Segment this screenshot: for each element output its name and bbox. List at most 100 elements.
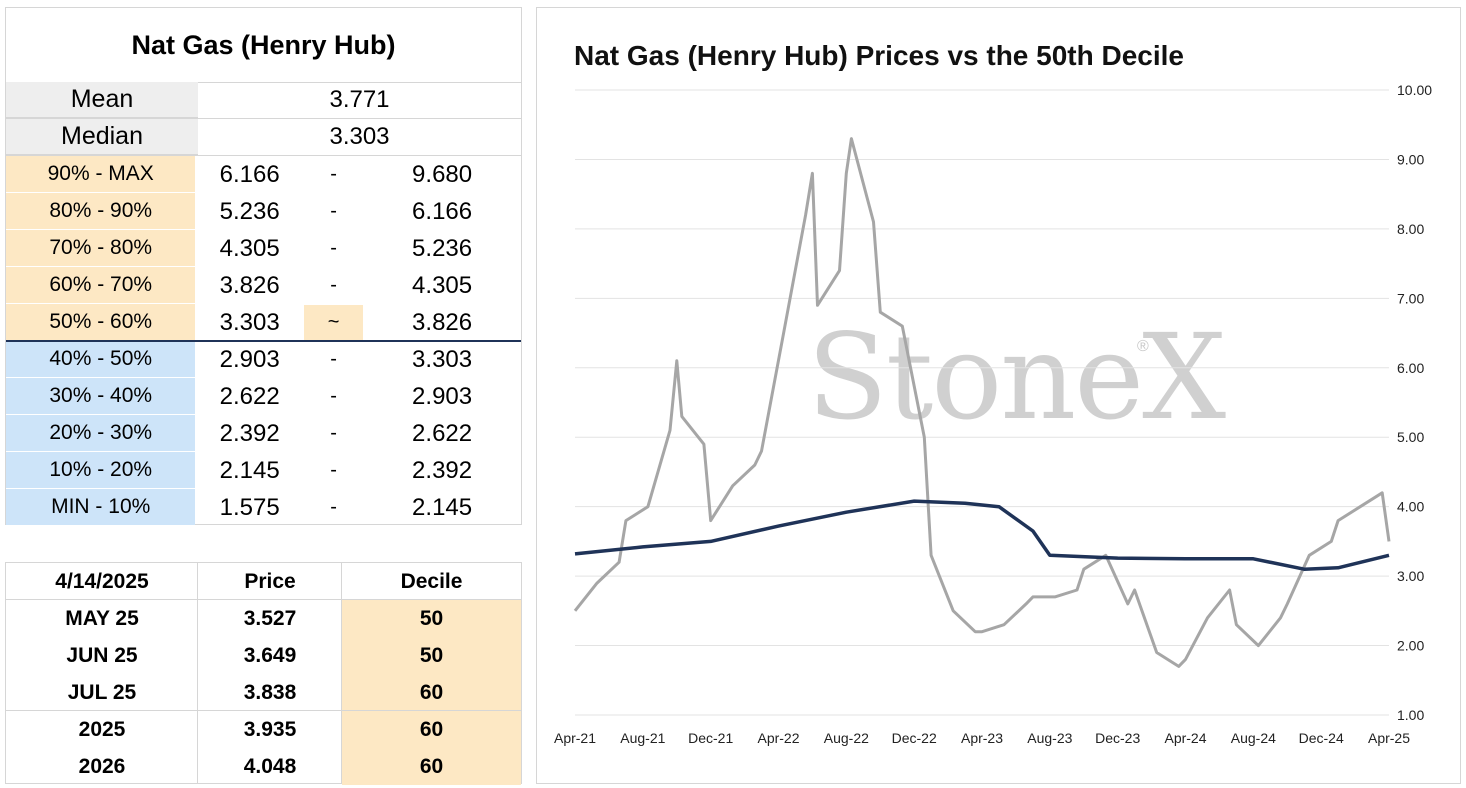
- y-tick-label: 10.00: [1397, 82, 1432, 98]
- decile-low: 3.826: [219, 271, 280, 299]
- decile-separator: -: [330, 459, 337, 481]
- decile-value: 50: [342, 637, 521, 674]
- x-tick-label: Apr-21: [554, 730, 596, 746]
- decile-low: 2.392: [219, 419, 280, 447]
- decile-header: Decile: [400, 569, 463, 593]
- y-tick-label: 3.00: [1397, 568, 1424, 584]
- price: 3.838: [243, 680, 297, 704]
- decile-high: 2.622: [412, 419, 473, 447]
- decile-high: 3.826: [412, 308, 473, 336]
- decile-low: 3.303: [219, 308, 280, 336]
- y-tick-label: 8.00: [1397, 221, 1424, 237]
- decile-row: 40% - 50% 2.903 - 3.303: [6, 341, 521, 378]
- decile-high: 5.236: [412, 234, 473, 262]
- decile-label: 60% - 70%: [6, 267, 196, 304]
- decile-label: 40% - 50%: [6, 341, 196, 378]
- futures-row: 2026 4.048 60: [6, 748, 521, 785]
- median-row: Median 3.303: [6, 119, 521, 156]
- decile-low: 2.903: [219, 345, 280, 373]
- x-tick-label: Aug-24: [1231, 730, 1276, 746]
- y-tick-label: 7.00: [1397, 290, 1424, 306]
- median-value: 3.303: [329, 123, 390, 150]
- decile-separator: -: [330, 422, 337, 444]
- watermark-registered-mark: ®: [1137, 338, 1149, 355]
- futures-header-line: [6, 599, 521, 600]
- y-tick-label: 4.00: [1397, 499, 1424, 515]
- decile-low: 2.622: [219, 382, 280, 410]
- price-series-line: [573, 137, 1391, 668]
- x-tick-label: Dec-24: [1299, 730, 1344, 746]
- decile-row: 50% - 60% 3.303 ~3.826: [6, 304, 521, 341]
- x-tick-label: Apr-22: [757, 730, 799, 746]
- chart-plot: 1.00 2.00 3.00 4.00 5.00 6.00 7.00 8.00 9.00 10.0…: [554, 82, 1432, 746]
- decile-value: 60: [342, 711, 521, 748]
- contract: 2025: [78, 717, 126, 741]
- decile-high: 2.392: [412, 456, 473, 484]
- contract: JUL 25: [67, 680, 137, 704]
- decile-label: 80% - 90%: [6, 193, 196, 230]
- x-tick-label: Aug-21: [620, 730, 665, 746]
- decile-row: 80% - 90% 5.236 - 6.166: [6, 193, 521, 230]
- y-tick-label: 1.00: [1397, 707, 1424, 723]
- y-tick-label: 5.00: [1397, 429, 1424, 445]
- decile-row: 90% - MAX 6.166 - 9.680: [6, 156, 521, 193]
- futures-row: MAY 25 3.527 50: [6, 600, 521, 637]
- decile-low: 6.166: [219, 160, 280, 188]
- decile-separator: -: [330, 348, 337, 370]
- x-tick-label: Aug-22: [824, 730, 869, 746]
- decile-row: MIN - 10% 1.575 - 2.145: [6, 489, 521, 526]
- decile-row: 60% - 70% 3.826 - 4.305: [6, 267, 521, 304]
- decile-value: 60: [342, 748, 521, 785]
- median-divider: [6, 340, 521, 342]
- price: 3.527: [243, 606, 297, 630]
- futures-group-line: [6, 710, 521, 711]
- decile-label: 20% - 30%: [6, 415, 196, 452]
- decile-stats-table: Nat Gas (Henry Hub) Mean 3.771 Median 3.…: [5, 7, 522, 526]
- contract: JUN 25: [66, 643, 138, 667]
- stonex-watermark: StoneX: [807, 308, 1226, 446]
- decile-separator: -: [330, 237, 337, 259]
- chart-title: Nat Gas (Henry Hub) Prices vs the 50th D…: [574, 40, 1184, 71]
- decile-high: 4.305: [412, 271, 473, 299]
- decile-series-line: [574, 499, 1390, 571]
- x-tick-label: Aug-23: [1027, 730, 1072, 746]
- x-tick-label: Apr-25: [1368, 730, 1410, 746]
- contract: 2026: [78, 754, 126, 778]
- x-tick-label: Dec-22: [892, 730, 937, 746]
- decile-high: 2.903: [412, 382, 473, 410]
- y-tick-label: 2.00: [1397, 638, 1424, 654]
- decile-high: 6.166: [412, 197, 473, 225]
- price-header: Price: [244, 569, 296, 593]
- date-header: 4/14/2025: [55, 569, 149, 593]
- decile-label: 70% - 80%: [6, 230, 196, 267]
- x-tick-label: Apr-24: [1164, 730, 1206, 746]
- decile-high: 2.145: [412, 493, 473, 521]
- decile-label: 90% - MAX: [6, 156, 196, 193]
- decile-separator: -: [330, 496, 337, 518]
- decile-label: 10% - 20%: [6, 452, 196, 489]
- decile-label: 30% - 40%: [6, 378, 196, 415]
- x-tick-label: Dec-23: [1095, 730, 1140, 746]
- stats-title: Nat Gas (Henry Hub): [6, 8, 521, 83]
- decile-low: 2.145: [219, 456, 280, 484]
- decile-separator: -: [330, 385, 337, 407]
- futures-row: JUN 25 3.649 50: [6, 637, 521, 674]
- decile-high: 3.303: [412, 345, 473, 373]
- decile-separator: -: [330, 274, 337, 296]
- decile-row: 30% - 40% 2.622 - 2.903: [6, 378, 521, 415]
- decile-separator: -: [330, 163, 337, 185]
- mean-value: 3.771: [329, 86, 390, 113]
- decile-row: 70% - 80% 4.305 - 5.236: [6, 230, 521, 267]
- futures-table: 4/14/2025 Price Decile MAY 25 3.527 50 JUN …: [5, 562, 522, 785]
- decile-label: MIN - 10%: [6, 489, 196, 526]
- price-chart: StoneX ® Nat Gas (Henry Hub) Prices vs t…: [536, 7, 1461, 784]
- mean-row: Mean 3.771: [6, 82, 521, 119]
- decile-separator: -: [330, 200, 337, 222]
- decile-value: 60: [342, 674, 521, 711]
- price: 3.649: [243, 643, 297, 667]
- y-tick-label: 9.00: [1397, 151, 1424, 167]
- futures-row: 2025 3.935 60: [6, 711, 521, 748]
- futures-col-line-2: [341, 563, 342, 783]
- median-label: Median: [6, 119, 198, 155]
- decile-high: 9.680: [412, 160, 473, 188]
